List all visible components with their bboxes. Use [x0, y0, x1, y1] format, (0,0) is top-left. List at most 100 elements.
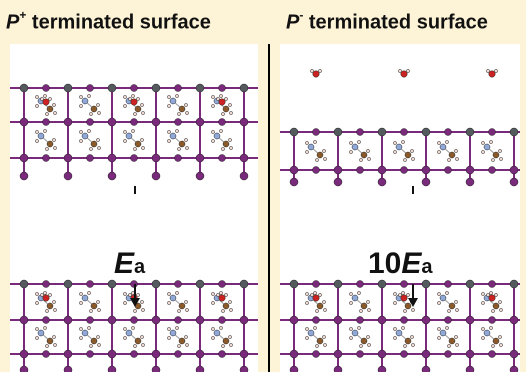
hydrogen-atom	[184, 300, 188, 304]
carbon-atom	[404, 302, 412, 310]
iodine-atom	[465, 365, 475, 372]
iodine-atom	[174, 84, 182, 92]
hydrogen-atom	[43, 326, 47, 330]
hydrogen-atom	[393, 301, 397, 305]
hydrogen-atom	[97, 343, 101, 347]
hydrogen-atom	[79, 104, 83, 108]
hydrogen-atom	[455, 157, 459, 161]
hydrogen-atom	[481, 301, 485, 305]
carbon-atom	[222, 337, 230, 345]
iodine-atom	[400, 280, 408, 288]
hydrogen-atom	[79, 336, 83, 340]
iodine-atom	[42, 84, 50, 92]
hydrogen-atom	[219, 94, 223, 98]
iodine-atom	[86, 280, 94, 288]
iodine-atom	[421, 349, 431, 359]
hydrogen-atom	[123, 139, 127, 143]
hydrogen-atom	[437, 336, 441, 340]
iodine-atom	[130, 84, 138, 92]
hydrogen-atom	[323, 308, 327, 312]
lead-atom	[19, 279, 29, 289]
hydrogen-atom	[79, 139, 83, 143]
hydrogen-atom	[315, 158, 319, 162]
iodine-atom	[465, 349, 475, 359]
iodine-atom	[239, 117, 249, 127]
iodine-atom	[19, 349, 29, 359]
nitrogen-atom	[213, 329, 221, 337]
hydrogen-atom	[455, 343, 459, 347]
hydrogen-atom	[455, 308, 459, 312]
hydrogen-atom	[349, 292, 353, 296]
iodine-atom	[509, 365, 519, 372]
hydrogen-atom	[96, 103, 100, 107]
iodine-atom	[218, 154, 226, 162]
hydrogen-atom	[221, 112, 225, 116]
iodine-atom	[333, 349, 343, 359]
carbon-atom	[316, 337, 324, 345]
hydrogen-atom	[211, 139, 215, 143]
hydrogen-atom	[229, 111, 233, 115]
iodine-atom	[195, 153, 205, 163]
lead-atom	[377, 127, 387, 137]
hydrogen-atom	[123, 104, 127, 108]
hydrogen-atom	[96, 335, 100, 339]
hydrogen-atom	[184, 138, 188, 142]
nitrogen-atom	[37, 132, 45, 140]
lead-atom	[421, 279, 431, 289]
hydrogen-atom	[229, 343, 233, 347]
hydrogen-atom	[185, 343, 189, 347]
hydrogen-atom	[393, 327, 397, 331]
hydrogen-atom	[87, 291, 91, 295]
iodine-atom	[151, 117, 161, 127]
carbon-atom	[360, 337, 368, 345]
hydrogen-atom	[411, 343, 415, 347]
iodine-atom	[356, 350, 364, 358]
iodine-atom	[444, 166, 452, 174]
hydrogen-atom	[224, 293, 228, 297]
hydrogen-atom	[131, 129, 135, 133]
hydrogen-atom	[45, 147, 49, 151]
nitrogen-atom	[483, 143, 491, 151]
hydrogen-atom	[45, 112, 49, 116]
iodine-atom	[218, 84, 226, 92]
hydrogen-atom	[228, 103, 232, 107]
hydrogen-atom	[445, 140, 449, 144]
hydrogen-atom	[211, 130, 215, 134]
hydrogen-atom	[305, 150, 309, 154]
hydrogen-atom	[359, 344, 363, 348]
hydrogen-atom	[367, 343, 371, 347]
hydrogen-atom	[52, 300, 56, 304]
iodine-atom	[19, 365, 29, 372]
lead-atom	[107, 279, 117, 289]
hydrogen-atom	[401, 291, 405, 295]
hydrogen-atom	[79, 95, 83, 99]
hydrogen-atom	[136, 293, 140, 297]
hydrogen-atom	[123, 292, 127, 296]
iodine-atom	[86, 118, 94, 126]
hydrogen-atom	[313, 326, 317, 330]
lead-atom	[509, 127, 519, 137]
hydrogen-atom	[123, 301, 127, 305]
nitrogen-atom	[439, 294, 447, 302]
hydrogen-atom	[96, 300, 100, 304]
iodine-atom	[289, 365, 299, 372]
hydrogen-atom	[357, 140, 361, 144]
hydrogen-atom	[177, 147, 181, 151]
iodine-atom	[86, 154, 94, 162]
carbon-atom	[90, 140, 98, 148]
hydrogen-atom	[447, 158, 451, 162]
nitrogen-atom	[351, 294, 359, 302]
hydrogen-atom	[498, 149, 502, 153]
iodine-atom	[42, 280, 50, 288]
hydrogen-atom	[43, 129, 47, 133]
carbon-atom	[360, 151, 368, 159]
iodine-atom	[42, 350, 50, 358]
lead-atom	[239, 83, 249, 93]
hydrogen-atom	[87, 326, 91, 330]
hydrogen-atom	[499, 157, 503, 161]
iodine-atom	[289, 165, 299, 175]
carbon-atom	[492, 151, 500, 159]
hydrogen-atom	[177, 344, 181, 348]
hydrogen-atom	[406, 69, 410, 73]
iodine-atom	[107, 349, 117, 359]
